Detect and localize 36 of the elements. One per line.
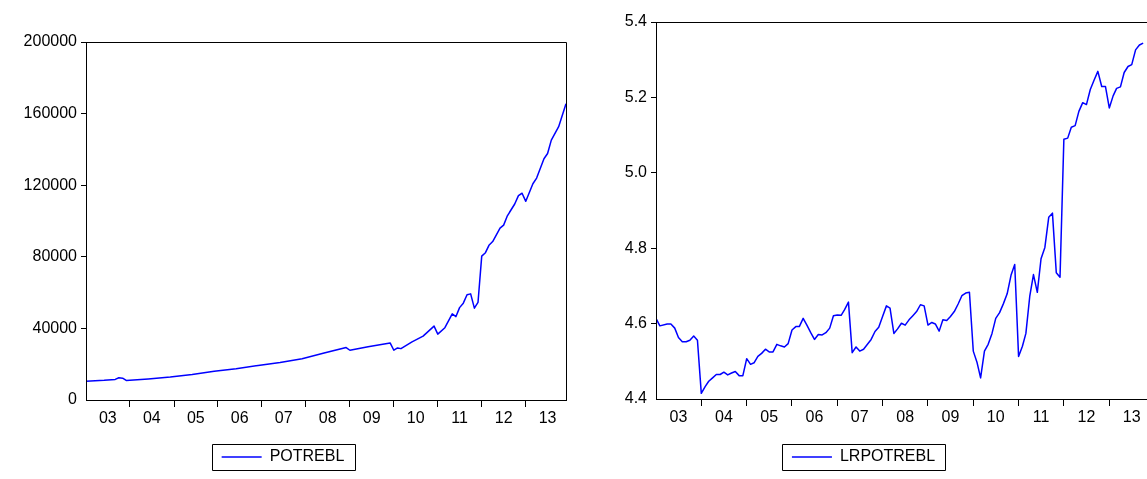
y-tick-label: 4.6 [624,314,648,332]
y-tick-label: 5.2 [624,87,648,105]
x-tick-label: 05 [186,409,205,427]
y-tick-label: 4.8 [624,238,648,256]
x-tick-label: 11 [1032,408,1050,426]
x-tick-label: 06 [805,408,824,426]
y-tick-label: 4.4 [624,389,648,407]
x-tick-label: 11 [451,409,468,427]
x-tick-label: 10 [406,409,425,427]
y-tick-label: 0 [68,390,78,408]
y-tick-label: 120000 [23,175,78,193]
x-tick-label: 12 [1077,408,1096,426]
x-tick-label: 13 [538,409,557,427]
x-tick-label: 04 [714,408,733,426]
x-tick-label: 05 [760,408,779,426]
y-tick-label: 40000 [32,318,78,336]
x-tick-label: 07 [850,408,869,426]
x-tick-label: 03 [669,408,688,426]
y-tick-label: 200000 [23,32,78,50]
x-tick-label: 09 [941,408,960,426]
x-tick-label: 08 [896,408,915,426]
x-tick-label: 12 [494,409,513,427]
x-tick-label: 08 [318,409,337,427]
y-tick-label: 5.4 [624,12,648,30]
x-tick-label: 04 [142,409,161,427]
x-tick-label: 07 [274,409,293,427]
legend-label: LRPOTREBL [839,447,936,465]
y-tick-label: 5.0 [624,163,648,181]
y-tick-label: 80000 [32,247,78,265]
x-tick-label: 10 [986,408,1005,426]
legend-label: POTREBL [269,447,345,465]
x-tick-label: 03 [98,409,117,427]
x-tick-label: 13 [1122,408,1141,426]
x-tick-label: 09 [362,409,381,427]
x-tick-label: 06 [230,409,249,427]
y-tick-label: 160000 [23,104,78,122]
